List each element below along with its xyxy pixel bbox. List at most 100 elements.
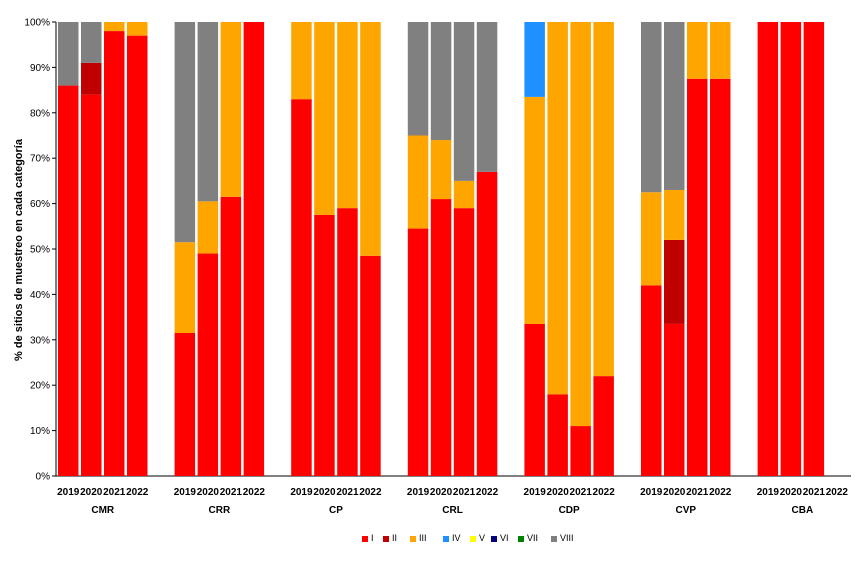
bar-segment-cdp-2019-iii — [524, 96, 545, 324]
y-tick-label: 60% — [30, 199, 50, 210]
x-tick-year-label: 2021 — [803, 487, 826, 498]
bar-segment-cp-2021-i — [337, 208, 358, 476]
bar-segment-cvp-2020-i — [664, 323, 685, 476]
bar-segment-crl-2021-iii — [453, 180, 475, 209]
group-label-cvp: CVP — [675, 505, 696, 516]
bar-segment-cdp-2021-i — [570, 426, 591, 476]
bar-segment-crl-2019-iii — [407, 135, 429, 229]
legend-swatch-viii — [551, 536, 557, 542]
legend-swatch-iv — [443, 536, 449, 542]
bar-segment-crl-2020-i — [430, 199, 452, 476]
bar-segment-cvp-2019-iii — [641, 192, 662, 286]
bar-segment-cp-2020-i — [314, 214, 335, 476]
legend: I II III IV V VI VII VIII — [362, 533, 574, 543]
x-tick-year-label: 2019 — [57, 487, 80, 498]
x-tick-year-label: 2022 — [359, 487, 382, 498]
bar-segment-cmr-2021-iii — [104, 22, 125, 32]
bar-segment-cdp-2021-iii — [570, 22, 591, 427]
bar-segment-cmr-2022-i — [127, 35, 148, 477]
x-tick-year-label: 2020 — [313, 487, 336, 498]
y-tick-label: 40% — [30, 290, 50, 301]
bar-segment-cba-2021-i — [803, 22, 825, 476]
y-tick-label: 10% — [30, 426, 50, 437]
y-tick-label: 80% — [30, 108, 50, 119]
x-tick-year-label: 2019 — [640, 487, 663, 498]
bar-segment-crl-2019-i — [407, 228, 429, 476]
bar-segment-crl-2021-viii — [453, 22, 475, 181]
legend-label-vii: VII — [527, 533, 538, 543]
legend-swatch-ii — [383, 536, 389, 542]
bar-segment-crl-2019-viii — [407, 22, 429, 136]
bar-segment-crl-2022-i — [476, 171, 498, 476]
x-tick-year-label: 2020 — [780, 487, 803, 498]
y-tick-label: 0% — [36, 472, 51, 483]
bar-segment-cvp-2020-ii — [664, 239, 685, 324]
bars — [58, 22, 825, 477]
x-tick-year-label: 2019 — [757, 487, 780, 498]
x-tick-year-label: 2021 — [453, 487, 476, 498]
bar-segment-cmr-2019-viii — [58, 22, 79, 86]
bar-segment-cdp-2019-i — [524, 323, 545, 476]
bar-segment-crl-2020-viii — [430, 22, 452, 141]
bar-segment-crr-2022-i — [243, 22, 265, 476]
bar-segment-cvp-2020-viii — [664, 22, 685, 190]
legend-swatch-v — [470, 536, 476, 542]
x-tick-year-label: 2021 — [570, 487, 593, 498]
bar-segment-cp-2019-iii — [291, 22, 312, 100]
bar-segment-cba-2020-i — [780, 22, 802, 476]
y-tick-label: 20% — [30, 381, 50, 392]
y-axis-title: % de sitios de muestreo en cada categorí… — [13, 138, 25, 361]
bar-segment-cdp-2019-iv — [524, 22, 545, 97]
y-tick-label: 50% — [30, 245, 50, 256]
x-tick-year-label: 2021 — [336, 487, 359, 498]
bar-segment-cmr-2020-i — [81, 94, 102, 476]
legend-label-i: I — [371, 533, 374, 543]
bar-segment-cmr-2022-iii — [127, 22, 148, 36]
bar-segment-crr-2020-i — [197, 253, 219, 476]
bar-segment-crr-2020-viii — [197, 22, 219, 202]
bar-segment-cdp-2020-iii — [547, 22, 568, 395]
bar-segment-cmr-2020-viii — [81, 22, 102, 63]
group-label-crr: CRR — [209, 505, 231, 516]
bar-segment-cvp-2020-iii — [664, 189, 685, 240]
x-tick-year-label: 2022 — [826, 487, 849, 498]
x-tick-year-label: 2022 — [243, 487, 266, 498]
bar-segment-crr-2020-iii — [197, 201, 219, 254]
x-tick-year-label: 2020 — [197, 487, 220, 498]
legend-label-ii: II — [392, 533, 397, 543]
bar-segment-cvp-2019-i — [641, 285, 662, 476]
bar-segment-crr-2019-iii — [174, 242, 196, 333]
group-label-crl: CRL — [442, 505, 463, 516]
bar-segment-cdp-2022-i — [593, 376, 614, 476]
bar-segment-cvp-2022-i — [710, 78, 731, 476]
x-tick-year-label: 2020 — [430, 487, 453, 498]
legend-label-iii: III — [419, 533, 427, 543]
x-tick-year-label: 2020 — [663, 487, 686, 498]
x-tick-year-label: 2022 — [126, 487, 149, 498]
bar-segment-cdp-2020-i — [547, 394, 568, 476]
legend-label-viii: VIII — [560, 533, 574, 543]
x-tick-year-label: 2022 — [593, 487, 616, 498]
x-tick-year-label: 2021 — [686, 487, 709, 498]
x-tick-year-label: 2019 — [407, 487, 430, 498]
bar-segment-crr-2019-i — [174, 332, 196, 476]
bar-segment-cmr-2020-ii — [81, 62, 102, 95]
bar-segment-cmr-2021-i — [104, 31, 125, 477]
bar-segment-cvp-2021-iii — [687, 22, 708, 79]
bar-segment-cp-2022-iii — [360, 22, 381, 256]
bar-segment-cdp-2022-iii — [593, 22, 614, 377]
x-tick-year-label: 2019 — [290, 487, 313, 498]
x-tick-year-label: 2020 — [80, 487, 103, 498]
group-label-cp: CP — [329, 505, 343, 516]
bar-segment-cvp-2022-iii — [710, 22, 731, 79]
group-label-cba: CBA — [792, 505, 814, 516]
legend-swatch-vi — [491, 536, 497, 542]
legend-label-v: V — [479, 533, 485, 543]
x-tick-year-label: 2021 — [103, 487, 126, 498]
group-label-cdp: CDP — [559, 505, 580, 516]
bar-segment-cba-2019-i — [757, 22, 779, 476]
bar-segment-crl-2021-i — [453, 208, 475, 476]
bar-segment-cvp-2019-viii — [641, 22, 662, 193]
